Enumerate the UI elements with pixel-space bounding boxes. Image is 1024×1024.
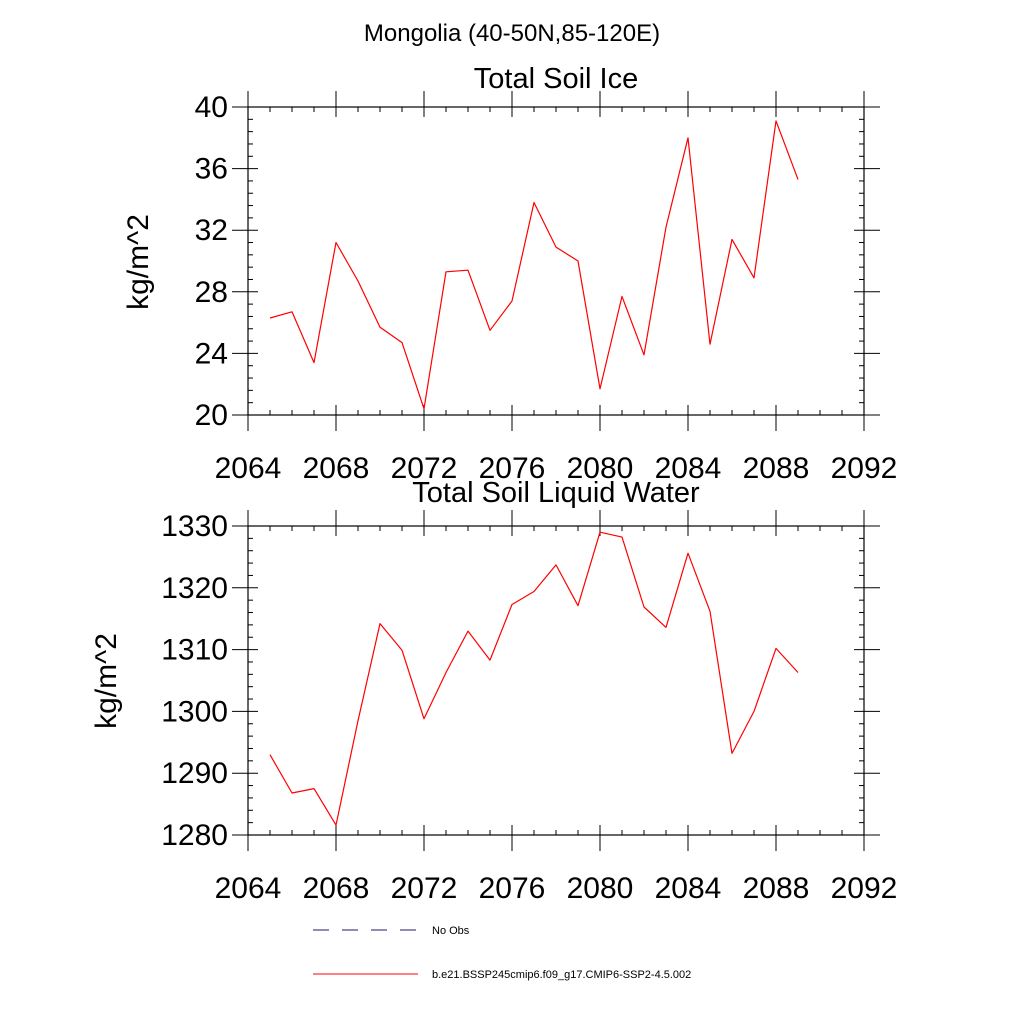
data-point <box>291 792 293 794</box>
data-point <box>357 280 359 282</box>
data-point <box>401 341 403 343</box>
y-tick-label: 36 <box>195 153 228 186</box>
y-tick-label: 32 <box>195 214 228 247</box>
data-point <box>401 649 403 651</box>
x-tick-label: 2092 <box>831 452 898 485</box>
data-point <box>621 536 623 538</box>
data-point <box>555 564 557 566</box>
data-point <box>731 752 733 754</box>
chart-panel-total-soil-ice: Total Soil Ice kg/m^2 2064 2068 2072 2076 20… <box>122 63 897 485</box>
data-point <box>467 630 469 632</box>
data-point <box>753 277 755 279</box>
x-tick-label: 2072 <box>391 872 458 905</box>
chart-title: Total Soil Liquid Water <box>412 477 700 509</box>
data-point <box>709 343 711 345</box>
data-point <box>797 671 799 673</box>
x-tick-label: 2092 <box>831 872 898 905</box>
x-tick-label: 2064 <box>215 452 282 485</box>
data-point <box>313 361 315 363</box>
data-point <box>599 531 601 533</box>
data-point <box>379 326 381 328</box>
x-tick-label: 2080 <box>567 452 634 485</box>
x-tick-label: 2076 <box>479 872 546 905</box>
data-point <box>313 787 315 789</box>
data-point <box>687 137 689 139</box>
data-point <box>599 388 601 390</box>
data-point <box>797 178 799 180</box>
y-tick-label: 40 <box>195 91 228 124</box>
data-point <box>445 271 447 273</box>
x-tick-label: 2076 <box>479 452 546 485</box>
data-point <box>335 241 337 243</box>
data-point <box>687 552 689 554</box>
series-line <box>269 120 799 410</box>
data-point <box>423 408 425 410</box>
y-axis-label: kg/m^2 <box>122 214 155 310</box>
data-point <box>467 269 469 271</box>
y-tick-label: 24 <box>195 337 228 370</box>
y-tick-label: 1290 <box>161 757 228 790</box>
data-point <box>489 659 491 661</box>
x-tick-label: 2064 <box>215 872 282 905</box>
data-point <box>643 606 645 608</box>
data-point <box>533 201 535 203</box>
data-point <box>489 329 491 331</box>
data-point <box>511 300 513 302</box>
data-point <box>753 710 755 712</box>
data-point <box>665 626 667 628</box>
y-tick-label: 20 <box>195 399 228 432</box>
x-tick-label: 2088 <box>743 452 810 485</box>
data-point <box>643 354 645 356</box>
y-tick-label: 1310 <box>161 634 228 667</box>
legend-label-no-obs: No Obs <box>432 925 470 937</box>
y-tick-label: 1280 <box>161 819 228 852</box>
x-tick-label: 2072 <box>391 452 458 485</box>
data-point <box>511 603 513 605</box>
x-tick-label: 2088 <box>743 872 810 905</box>
y-tick-label: 1300 <box>161 695 228 728</box>
y-tick-label: 1330 <box>161 510 228 543</box>
data-point <box>269 753 271 755</box>
data-point <box>709 610 711 612</box>
data-point <box>533 590 535 592</box>
x-tick-label: 2068 <box>303 452 370 485</box>
x-tick-label: 2068 <box>303 872 370 905</box>
data-point <box>445 671 447 673</box>
x-tick-label: 2084 <box>655 452 722 485</box>
data-point <box>357 719 359 721</box>
chart-title: Total Soil Ice <box>474 63 638 95</box>
data-point <box>335 824 337 826</box>
data-point <box>423 718 425 720</box>
series-line <box>269 531 799 826</box>
data-point <box>291 311 293 313</box>
data-point <box>621 295 623 297</box>
data-point <box>269 317 271 319</box>
legend-label-model: b.e21.BSSP245cmip6.f09_g17.CMIP6-SSP2-4.… <box>432 969 691 981</box>
y-tick-label: 1320 <box>161 572 228 605</box>
data-point <box>665 226 667 228</box>
data-point <box>577 260 579 262</box>
data-point <box>577 605 579 607</box>
x-tick-label: 2080 <box>567 872 634 905</box>
data-point <box>379 622 381 624</box>
data-point <box>555 246 557 248</box>
data-point <box>731 238 733 240</box>
y-axis-label: kg/m^2 <box>90 633 123 729</box>
x-tick-label: 2084 <box>655 872 722 905</box>
data-point <box>775 120 777 122</box>
main-title: Mongolia (40-50N,85-120E) <box>364 20 660 47</box>
y-tick-label: 28 <box>195 276 228 309</box>
data-point <box>775 647 777 649</box>
legend: No Obs b.e21.BSSP245cmip6.f09_g17.CMIP6-… <box>313 925 691 981</box>
chart-panel-total-soil-liquid-water: Total Soil Liquid Water kg/m^2 2064 2068 2… <box>90 477 897 905</box>
